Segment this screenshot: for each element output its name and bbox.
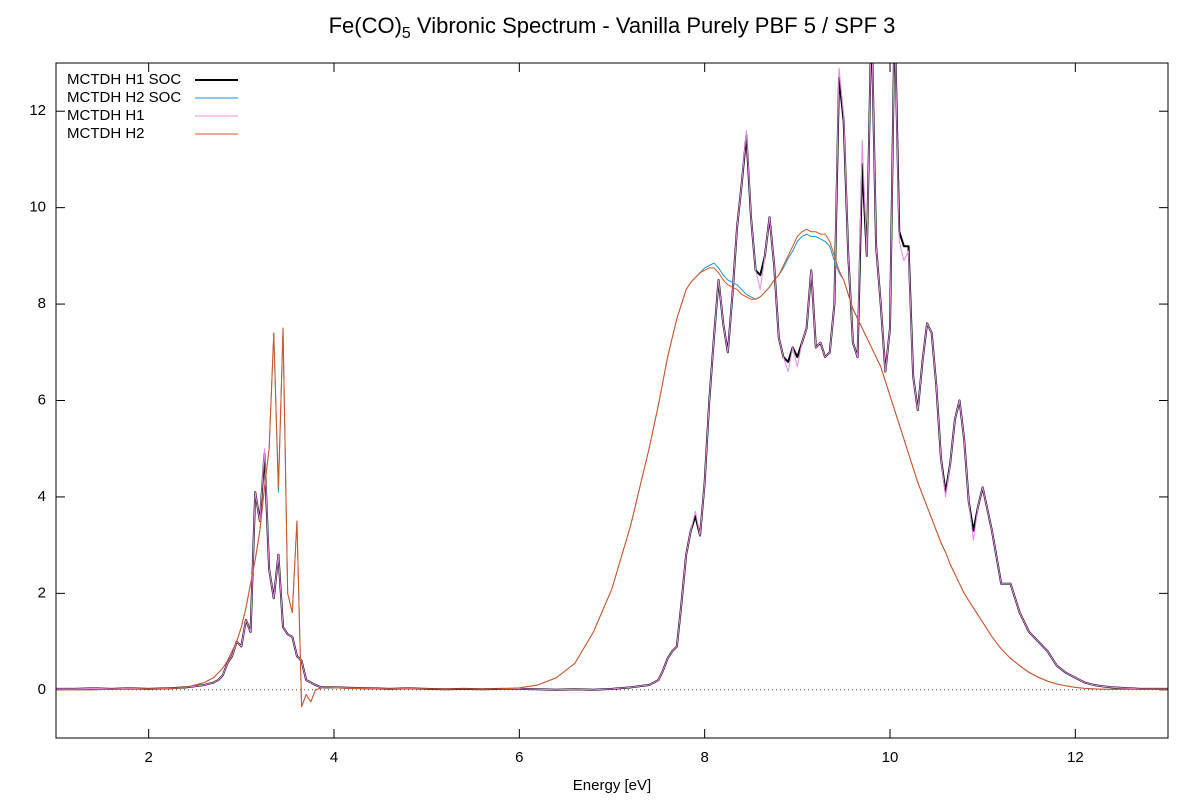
y-tick-label: 8	[38, 295, 46, 312]
y-tick-label: 12	[29, 102, 46, 119]
title-subscript: 5	[402, 25, 411, 42]
y-tick-label: 10	[29, 199, 46, 216]
series-line	[56, 63, 1168, 691]
legend-label: MCTDH H1	[67, 107, 145, 124]
y-tick-label: 6	[38, 391, 46, 408]
x-tick-label: 12	[1067, 749, 1084, 766]
x-tick-label: 10	[882, 749, 899, 766]
legend-label: MCTDH H1 SOC	[67, 71, 181, 88]
x-tick-label: 4	[330, 749, 338, 766]
legend-label: MCTDH H2	[67, 125, 145, 142]
plot-area	[56, 63, 1168, 708]
y-tick-label: 2	[38, 584, 46, 601]
series-line	[56, 228, 1168, 708]
chart-title: Fe(CO)5 Vibronic Spectrum - Vanilla Pure…	[329, 13, 896, 42]
legend-label: MCTDH H2 SOC	[67, 89, 181, 106]
y-tick-label: 4	[38, 488, 46, 505]
x-axis-label: Energy [eV]	[573, 777, 651, 794]
x-tick-label: 6	[515, 749, 523, 766]
y-tick-label: 0	[38, 681, 46, 698]
x-tick-label: 8	[700, 749, 708, 766]
title-text: Vibronic Spectrum - Vanilla Purely PBF 5…	[411, 13, 896, 38]
title-text: Fe(CO)	[329, 13, 402, 38]
x-tick-label: 2	[144, 749, 152, 766]
plot-border	[55, 62, 1169, 739]
